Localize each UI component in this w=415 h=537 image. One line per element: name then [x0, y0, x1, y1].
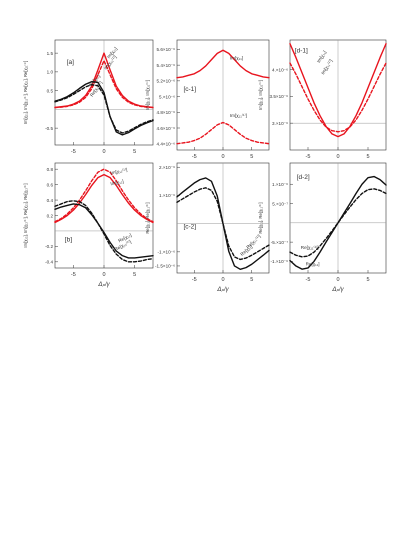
panel-label: [c-1] — [183, 86, 196, 93]
series-line-d1-0 — [289, 43, 387, 138]
panel-c2: -5 0 5 2.×10⁻⁶ 1.×10⁻⁶ -1.×10⁻⁶ -1.5×10⁻⁶ Re[χ₁… — [145, 162, 270, 293]
y-tick-label: 5.2×10⁻⁶ — [157, 79, 176, 84]
y-axis-label: Im[χ₁₂], Im[χ₁₂⁽¹⁾], Re[χ₁₂], Re[χ₁₂⁽¹⁾] — [23, 183, 28, 247]
series-line-a-2 — [54, 80, 154, 136]
y-tick-label: -1.5×10⁻⁶ — [155, 264, 175, 269]
y-tick-label: -5.×10⁻⁷ — [271, 240, 289, 245]
panel-label: [d-1] — [295, 48, 308, 55]
y-tick-label: 0.2 — [47, 213, 54, 218]
series-line-c2-0 — [176, 177, 270, 271]
y-tick-label: 5.×10⁻⁷ — [272, 201, 288, 206]
series-line-d2-1 — [289, 188, 387, 258]
y-tick-label: -0.4 — [45, 260, 53, 265]
y-tick-label: 4.×10⁻⁶ — [272, 67, 288, 72]
series-line-c1-1 — [176, 121, 270, 145]
x-tick-label: 0 — [102, 149, 105, 155]
y-axis-label: Im[χ₁₁], Im[χ₁₁⁽¹⁾] — [145, 80, 150, 110]
y-tick-label: 5.×10⁻⁶ — [159, 94, 175, 99]
series-line-c2-1 — [176, 187, 270, 261]
y-tick-label: 0.6 — [47, 182, 54, 187]
y-tick-label: -1.×10⁻⁶ — [271, 259, 289, 264]
x-tick-label: 0 — [336, 154, 339, 160]
y-tick-label: 1.×10⁻⁶ — [272, 182, 288, 187]
x-tick-label: 5 — [366, 154, 369, 160]
x-tick-label: 5 — [250, 154, 253, 160]
x-tick-label: -5 — [71, 272, 76, 278]
y-tick-label: 0.4 — [47, 198, 54, 203]
x-axis-label: Δₚ/γ — [216, 287, 229, 293]
curve-annotation: Re[χ₁₁⁽¹⁾] — [301, 245, 319, 250]
series-line-b-1 — [54, 173, 154, 224]
y-tick-label: 4.6×10⁻⁶ — [157, 126, 176, 131]
x-tick-label: 0 — [336, 277, 339, 283]
y-tick-label: 1.×10⁻⁶ — [159, 193, 175, 198]
panel-label: [d-2] — [297, 174, 310, 181]
x-tick-label: 0 — [102, 272, 105, 278]
x-tick-label: -5 — [192, 154, 197, 160]
y-tick-label: 3.×10⁻⁶ — [272, 121, 288, 126]
x-tick-label: -5 — [306, 277, 311, 283]
y-tick-label: 1.5 — [47, 51, 54, 56]
y-tick-label: 5.4×10⁻⁶ — [157, 63, 176, 68]
y-tick-label: 0.8 — [47, 167, 54, 172]
curve-annotation: Re[χ₁₂] — [117, 232, 132, 243]
curve-annotation: Re[χ₁₁] — [306, 261, 320, 266]
x-tick-label: 5 — [133, 272, 136, 278]
series-line-b-3 — [54, 200, 154, 263]
x-tick-label: -5 — [306, 154, 311, 160]
y-tick-label: 4.4×10⁻⁶ — [157, 142, 176, 147]
y-tick-label: 1.0 — [47, 70, 54, 75]
panel-c1: -5 0 5 5.6×10⁻⁶ 5.4×10⁻⁶ 5.2×10⁻⁶ 5.×10⁻⁶ 4.8×1… — [145, 39, 270, 160]
y-tick-label: 5.6×10⁻⁶ — [157, 47, 176, 52]
series-line-b-2 — [54, 203, 154, 259]
y-axis-label: Re[χ₁₁], Re[χ₁₁⁽¹⁾] — [145, 202, 150, 233]
y-tick-label: 2.×10⁻⁶ — [159, 165, 175, 170]
y-axis-label: Im[χ₁₁], Im[χ₁₁⁽¹⁾] — [258, 80, 263, 110]
curve-annotation: Im[χ₁₂⁽¹⁾] — [110, 167, 128, 175]
panel-b: -5 0 5 0.8 0.6 0.4 0.2 -0.2 -0.4 Im[χ₁₂], Im[χ₁₂⁽… — [23, 162, 154, 288]
series-line-b-0 — [54, 168, 154, 223]
curve-annotation: Im[χ₁₁] — [230, 56, 243, 61]
y-axis-label: Im[χ₁₁], Im[χ₁₁⁽¹⁾], Re[χ₁₁], Re[χ₁₁⁽¹⁾] — [23, 61, 28, 124]
x-tick-label: -5 — [192, 277, 197, 283]
x-tick-label: 0 — [221, 154, 224, 160]
y-tick-label: 0.5 — [47, 88, 54, 93]
panel-label: [a] — [67, 59, 74, 66]
curve-annotation: Im[χ₁₁⁽¹⁾] — [230, 113, 247, 118]
y-tick-label: -0.2 — [45, 244, 53, 249]
y-axis-label: Re[χ₁₁], Re[χ₁₁⁽¹⁾] — [258, 202, 263, 233]
series-line-c1-0 — [176, 49, 270, 79]
y-tick-label: -1.×10⁻⁶ — [158, 250, 176, 255]
series-line-d2-0 — [289, 175, 387, 270]
x-tick-label: 0 — [221, 277, 224, 283]
x-axis-label: Δₚ/γ — [97, 282, 110, 288]
x-tick-label: -5 — [71, 149, 76, 155]
series-line-d1-1 — [289, 62, 387, 133]
x-axis-label: Δₚ/γ — [331, 287, 344, 293]
curve-annotation: Im[χ₁₁] — [316, 50, 327, 64]
series-line-a-3 — [54, 83, 154, 134]
panel-d2: -5 0 5 1.×10⁻⁶ 5.×10⁻⁷ -5.×10⁻⁷ -1.×10⁻⁶ Re[χ₁₁… — [258, 162, 387, 293]
series-line-a-1 — [54, 59, 154, 109]
x-tick-label: 5 — [366, 277, 369, 283]
x-tick-label: 5 — [133, 149, 136, 155]
y-tick-label: 3.5×10⁻⁶ — [270, 94, 289, 99]
x-tick-label: 5 — [250, 277, 253, 283]
panel-label: [b] — [65, 237, 72, 244]
curve-annotation: Im[χ₁₂] — [110, 179, 124, 187]
panel-label: [c-2] — [183, 224, 196, 231]
y-tick-label: 4.8×10⁻⁶ — [157, 110, 176, 115]
y-tick-label: -0.5 — [45, 126, 53, 131]
